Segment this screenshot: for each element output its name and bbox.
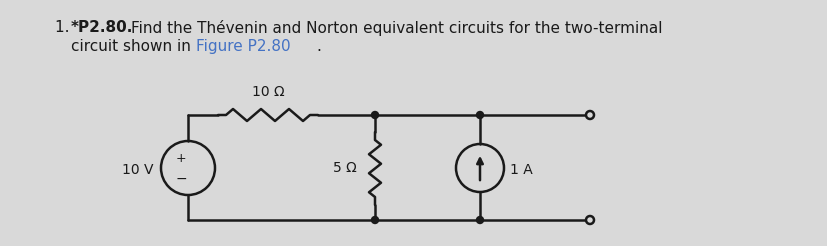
- Text: 1 A: 1 A: [509, 163, 532, 177]
- Text: 10 V: 10 V: [122, 163, 154, 177]
- Circle shape: [476, 111, 483, 119]
- Text: 1.: 1.: [55, 20, 74, 35]
- Circle shape: [371, 216, 378, 224]
- Text: circuit shown in: circuit shown in: [71, 39, 195, 54]
- Text: +: +: [175, 153, 186, 166]
- Text: −: −: [175, 172, 187, 186]
- Circle shape: [371, 111, 378, 119]
- Text: Figure P2.80: Figure P2.80: [196, 39, 290, 54]
- Text: *P2.80.: *P2.80.: [71, 20, 133, 35]
- Circle shape: [586, 216, 593, 224]
- Circle shape: [476, 216, 483, 224]
- Circle shape: [586, 111, 593, 119]
- Text: Find the Thévenin and Norton equivalent circuits for the two-terminal: Find the Thévenin and Norton equivalent …: [131, 20, 662, 36]
- Text: 5 Ω: 5 Ω: [332, 162, 356, 175]
- Text: .: .: [316, 39, 321, 54]
- Text: 10 Ω: 10 Ω: [251, 85, 284, 99]
